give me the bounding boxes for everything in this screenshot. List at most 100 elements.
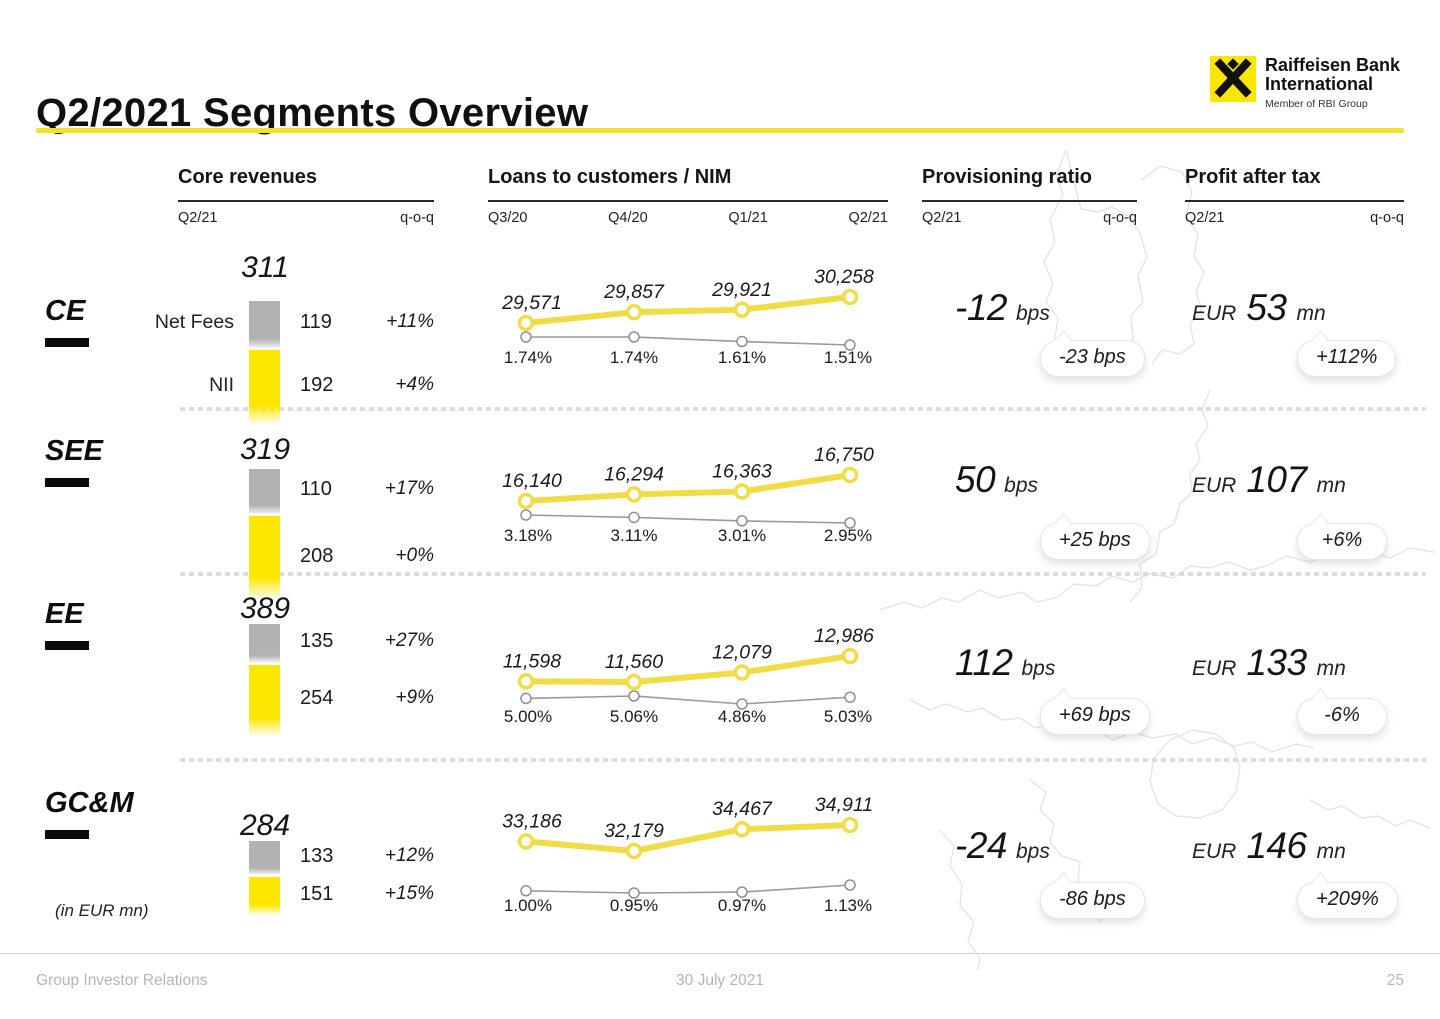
svg-text:4.86%: 4.86% — [718, 707, 766, 726]
loans-nim-chart: 33,186 1.00% 32,179 0.95% 34,467 0.97% 34,911 1… — [502, 794, 873, 915]
row-separator — [180, 572, 1426, 576]
net-fees-bar-segment — [249, 469, 280, 513]
svg-text:1.13%: 1.13% — [824, 896, 872, 915]
nii-value: 192 — [300, 373, 334, 396]
header-underline — [922, 200, 1137, 202]
segment-label-see: SEE — [45, 435, 103, 487]
svg-text:34,467: 34,467 — [712, 798, 773, 820]
provisioning-stat: 112 bps — [955, 642, 1055, 684]
provisioning-number: -24 — [955, 825, 1007, 866]
profit-number: 146 — [1246, 825, 1307, 866]
gable-cross-icon — [1210, 56, 1256, 102]
net-fees-qoq: +11% — [386, 310, 434, 332]
svg-text:0.97%: 0.97% — [718, 896, 766, 915]
loans-nim-title: Loans to customers / NIM — [488, 166, 732, 188]
nii-qoq: +0% — [395, 544, 434, 566]
profit-currency: EUR — [1192, 657, 1237, 680]
core-revenues-stacked-bar — [249, 301, 280, 424]
core-revenues-stacked-bar — [249, 624, 280, 736]
segment-row-ce: CE 311 Net Fees NII 119 +11% 192 +4% 29,… — [0, 245, 1440, 424]
svg-text:2.95%: 2.95% — [824, 526, 872, 545]
nii-bar-segment — [249, 516, 280, 600]
provisioning-unit: bps — [1004, 474, 1039, 497]
net-fees-value: 119 — [300, 310, 332, 333]
profit-unit: mn — [1316, 474, 1346, 497]
svg-text:3.11%: 3.11% — [611, 526, 658, 545]
raiffeisen-logo: Raiffeisen Bank International Member of … — [1210, 56, 1400, 110]
nii-value: 254 — [300, 687, 334, 710]
profit-currency: EUR — [1192, 302, 1237, 325]
loans-nim-chart: 29,571 1.74% 29,857 1.74% 29,921 1.61% 30,258 1… — [501, 266, 874, 367]
segment-label-ce: CE — [45, 295, 89, 347]
svg-text:11,598: 11,598 — [503, 650, 561, 672]
loans-sub-q4-20: Q4/20 — [608, 210, 648, 226]
loans-nim-chart: 11,598 5.00% 11,560 5.06% 12,079 4.86% 12,986 5… — [503, 625, 874, 726]
profit-sub-quarter: Q2/21 — [1185, 210, 1225, 226]
profit-number: 53 — [1246, 287, 1287, 328]
svg-text:16,750: 16,750 — [814, 444, 874, 466]
segment-label-gcm: GC&M — [45, 787, 134, 839]
svg-text:16,140: 16,140 — [502, 470, 562, 492]
svg-text:5.03%: 5.03% — [824, 707, 872, 726]
footer-page-number: 25 — [1386, 972, 1404, 989]
segment-row-see: SEE 319 110 +17% 208 +0% 16,140 3.18% 16,2… — [0, 413, 1440, 600]
profit-unit: mn — [1316, 840, 1346, 863]
nii-value: 208 — [300, 544, 334, 567]
profit-stat: EUR 107 mn — [1192, 459, 1346, 501]
nii-bar-segment — [249, 349, 280, 424]
unit-footnote: (in EUR mn) — [55, 901, 149, 920]
profit-stat: EUR 133 mn — [1192, 642, 1346, 684]
profit-qoq-bubble: -6% — [1297, 698, 1387, 735]
svg-text:1.61%: 1.61% — [718, 348, 766, 367]
core-revenues-stacked-bar — [249, 469, 280, 600]
profit-number: 133 — [1246, 642, 1307, 683]
svg-text:3.18%: 3.18% — [504, 526, 552, 545]
core-revenues-total: 319 — [239, 433, 291, 466]
svg-text:32,179: 32,179 — [604, 820, 664, 842]
provisioning-unit: bps — [1015, 302, 1050, 325]
loans-sub-q2-21: Q2/21 — [848, 210, 888, 226]
net-fees-bar-segment — [249, 624, 280, 662]
column-header-loans-nim: Loans to customers / NIM Q3/20 Q4/20 Q1/… — [488, 166, 888, 226]
column-header-profit-after-tax: Profit after tax Q2/21 q-o-q — [1185, 166, 1404, 226]
net-fees-value: 133 — [300, 844, 334, 867]
net-fees-bar-segment — [249, 841, 280, 875]
footer-divider — [0, 953, 1440, 954]
core-sub-quarter: Q2/21 — [178, 210, 218, 226]
header-underline — [178, 200, 434, 202]
svg-text:29,921: 29,921 — [711, 279, 772, 301]
svg-text:5.00%: 5.00% — [504, 707, 552, 726]
profit-currency: EUR — [1192, 840, 1237, 863]
loans-nim-chart: 16,140 3.18% 16,294 3.11% 16,363 3.01% 16,750 2… — [502, 444, 874, 545]
provisioning-stat: 50 bps — [955, 459, 1038, 501]
provisioning-number: 50 — [955, 459, 996, 500]
column-header-core-revenues: Core revenues Q2/21 q-o-q — [178, 166, 434, 226]
provisioning-qoq-bubble: -86 bps — [1040, 882, 1145, 919]
profit-sub-qoq: q-o-q — [1370, 210, 1404, 226]
core-sub-qoq: q-o-q — [400, 210, 434, 226]
core-revenues-title: Core revenues — [178, 166, 317, 188]
core-revenues-stacked-bar — [249, 841, 280, 915]
svg-text:3.01%: 3.01% — [718, 526, 766, 545]
profit-qoq-bubble: +6% — [1297, 523, 1387, 560]
net-fees-label: Net Fees — [154, 310, 234, 333]
net-fees-qoq: +27% — [384, 629, 434, 651]
loans-sub-q3-20: Q3/20 — [488, 210, 528, 226]
provisioning-qoq-bubble: +69 bps — [1040, 698, 1150, 735]
core-revenues-total: 284 — [239, 809, 291, 842]
nii-value: 151 — [300, 883, 334, 906]
core-revenues-total: 389 — [239, 592, 291, 625]
header-underline — [488, 200, 888, 202]
provisioning-qoq-bubble: -23 bps — [1040, 340, 1145, 377]
logo-line2: International — [1265, 73, 1374, 94]
profit-qoq-bubble: +209% — [1297, 882, 1398, 919]
loans-sub-q1-21: Q1/21 — [728, 210, 768, 226]
net-fees-value: 135 — [300, 629, 334, 652]
provisioning-qoq-bubble: +25 bps — [1040, 523, 1150, 560]
svg-text:34,911: 34,911 — [815, 794, 873, 816]
row-separator — [180, 407, 1426, 411]
svg-text:29,571: 29,571 — [501, 292, 562, 314]
svg-text:16,294: 16,294 — [604, 463, 664, 485]
footer-date: 30 July 2021 — [676, 972, 764, 989]
provisioning-title: Provisioning ratio — [922, 166, 1093, 188]
